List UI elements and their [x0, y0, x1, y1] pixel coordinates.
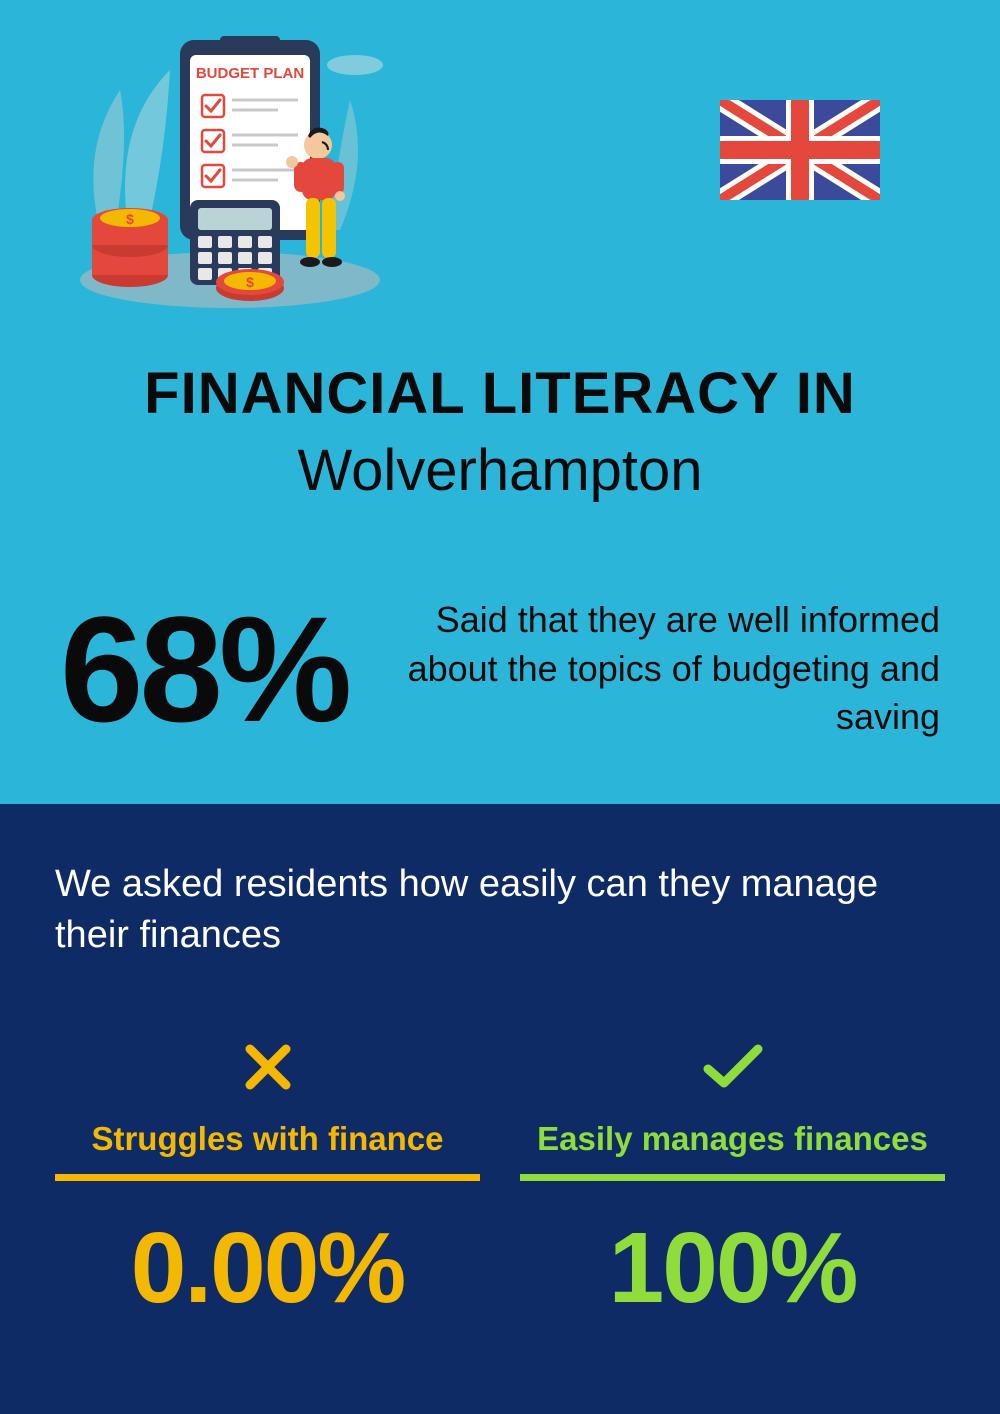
bottom-section: We asked residents how easily can they m…: [0, 804, 1000, 1414]
svg-text:$: $: [126, 211, 134, 227]
main-stat-value: 68%: [60, 594, 348, 744]
check-icon: [520, 1032, 945, 1102]
budget-illustration: BUDGET PLAN: [60, 30, 400, 310]
coins-stack: $: [92, 208, 168, 287]
header-row: BUDGET PLAN: [60, 30, 940, 310]
struggles-value: 0.00%: [55, 1211, 480, 1326]
cross-icon: [55, 1032, 480, 1102]
manages-label: Easily manages finances: [520, 1120, 945, 1158]
title-block: FINANCIAL LITERACY IN Wolverhampton: [60, 360, 940, 504]
struggles-rule: [55, 1174, 480, 1181]
main-stat-row: 68% Said that they are well informed abo…: [60, 594, 940, 744]
struggles-column: Struggles with finance 0.00%: [55, 1032, 480, 1326]
svg-text:$: $: [246, 274, 254, 290]
top-section: BUDGET PLAN: [0, 0, 1000, 804]
manages-value: 100%: [520, 1211, 945, 1326]
uk-flag-icon: [720, 100, 880, 200]
survey-question: We asked residents how easily can they m…: [55, 859, 945, 962]
manages-column: Easily manages finances 100%: [520, 1032, 945, 1326]
title-line2: Wolverhampton: [60, 437, 940, 504]
title-line1: FINANCIAL LITERACY IN: [60, 360, 940, 427]
infographic-page: BUDGET PLAN: [0, 0, 1000, 1414]
manages-rule: [520, 1174, 945, 1181]
struggles-label: Struggles with finance: [55, 1120, 480, 1158]
main-stat-description: Said that they are well informed about t…: [378, 596, 940, 742]
clipboard-title: BUDGET PLAN: [196, 65, 304, 82]
result-columns: Struggles with finance 0.00% Easily mana…: [55, 1032, 945, 1326]
